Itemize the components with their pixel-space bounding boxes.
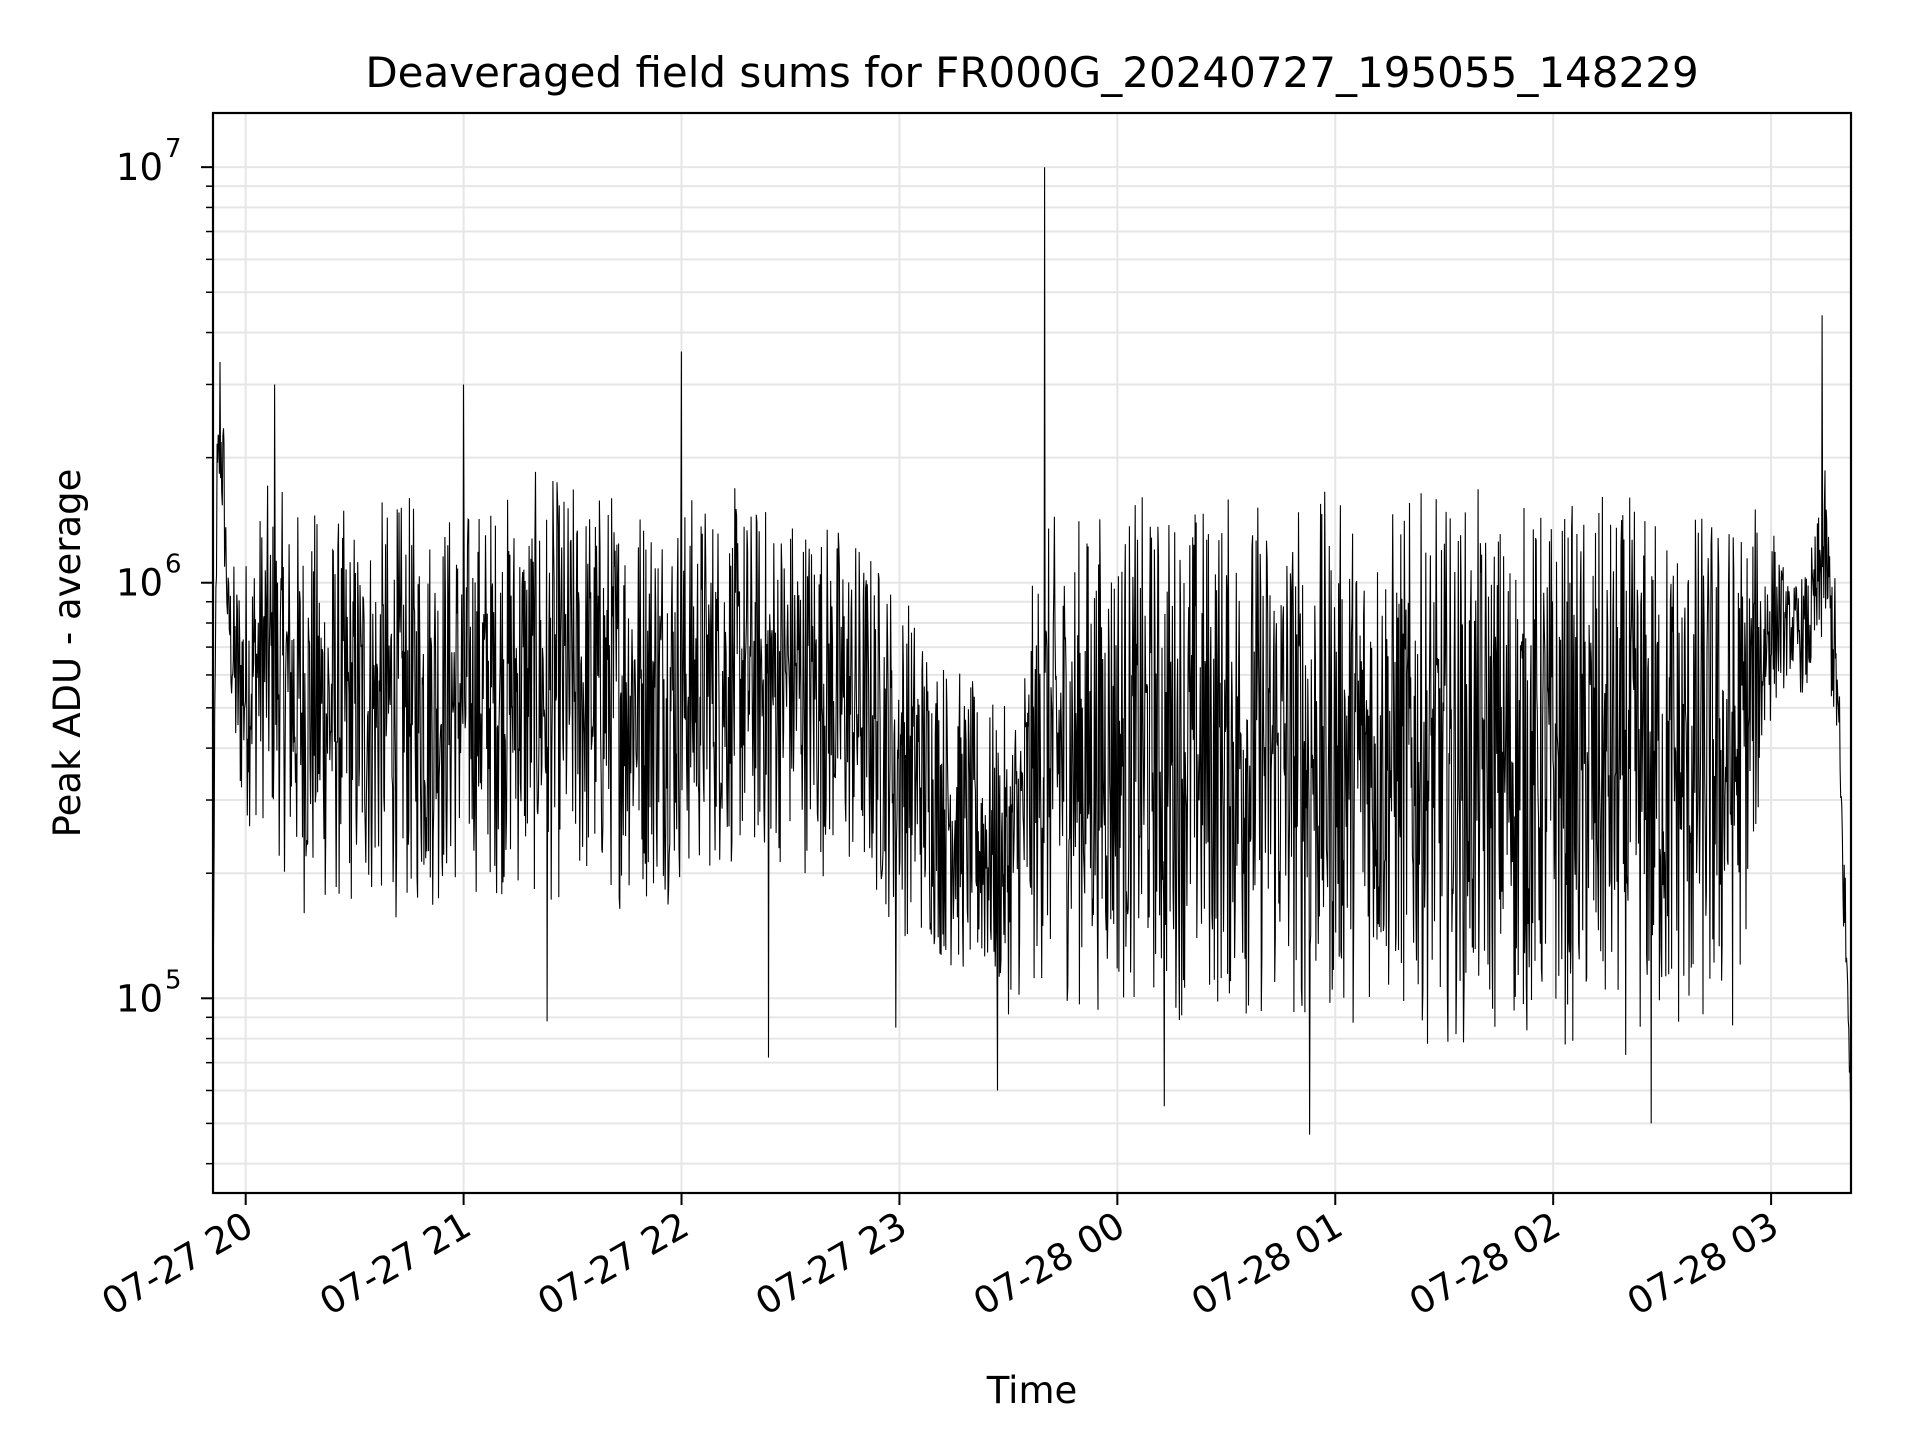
y-tick-exponent: 5: [165, 965, 182, 995]
x-tick-label: 07-28 03: [1620, 1204, 1786, 1324]
x-tick-label: 07-27 23: [748, 1204, 914, 1324]
x-tick-label: 07-28 01: [1184, 1204, 1350, 1324]
y-tick-label: 10: [116, 146, 163, 189]
y-tick-label: 10: [116, 562, 163, 605]
y-axis-label: Peak ADU - average: [46, 469, 89, 838]
y-tick-exponent: 6: [165, 550, 182, 580]
y-tick-exponent: 7: [165, 134, 182, 164]
x-tick-label: 07-27 22: [530, 1204, 696, 1324]
x-tick-label: 07-27 20: [95, 1204, 261, 1324]
data-layer: [213, 167, 1851, 1135]
x-axis-label: Time: [986, 1369, 1078, 1412]
x-axis: 07-27 20 07-27 21 07-27 22 07-27 23 07-28 00…: [95, 1193, 1786, 1324]
chart-title: Deaveraged field sums for FR000G_2024072…: [365, 48, 1698, 97]
y-tick-label: 10: [116, 977, 163, 1020]
x-tick-label: 07-28 00: [966, 1204, 1132, 1324]
x-tick-label: 07-28 02: [1402, 1204, 1568, 1324]
series-line: [213, 167, 1851, 1135]
plot-area-frame: [211, 111, 1853, 1195]
x-tick-label: 07-27 21: [313, 1204, 479, 1324]
